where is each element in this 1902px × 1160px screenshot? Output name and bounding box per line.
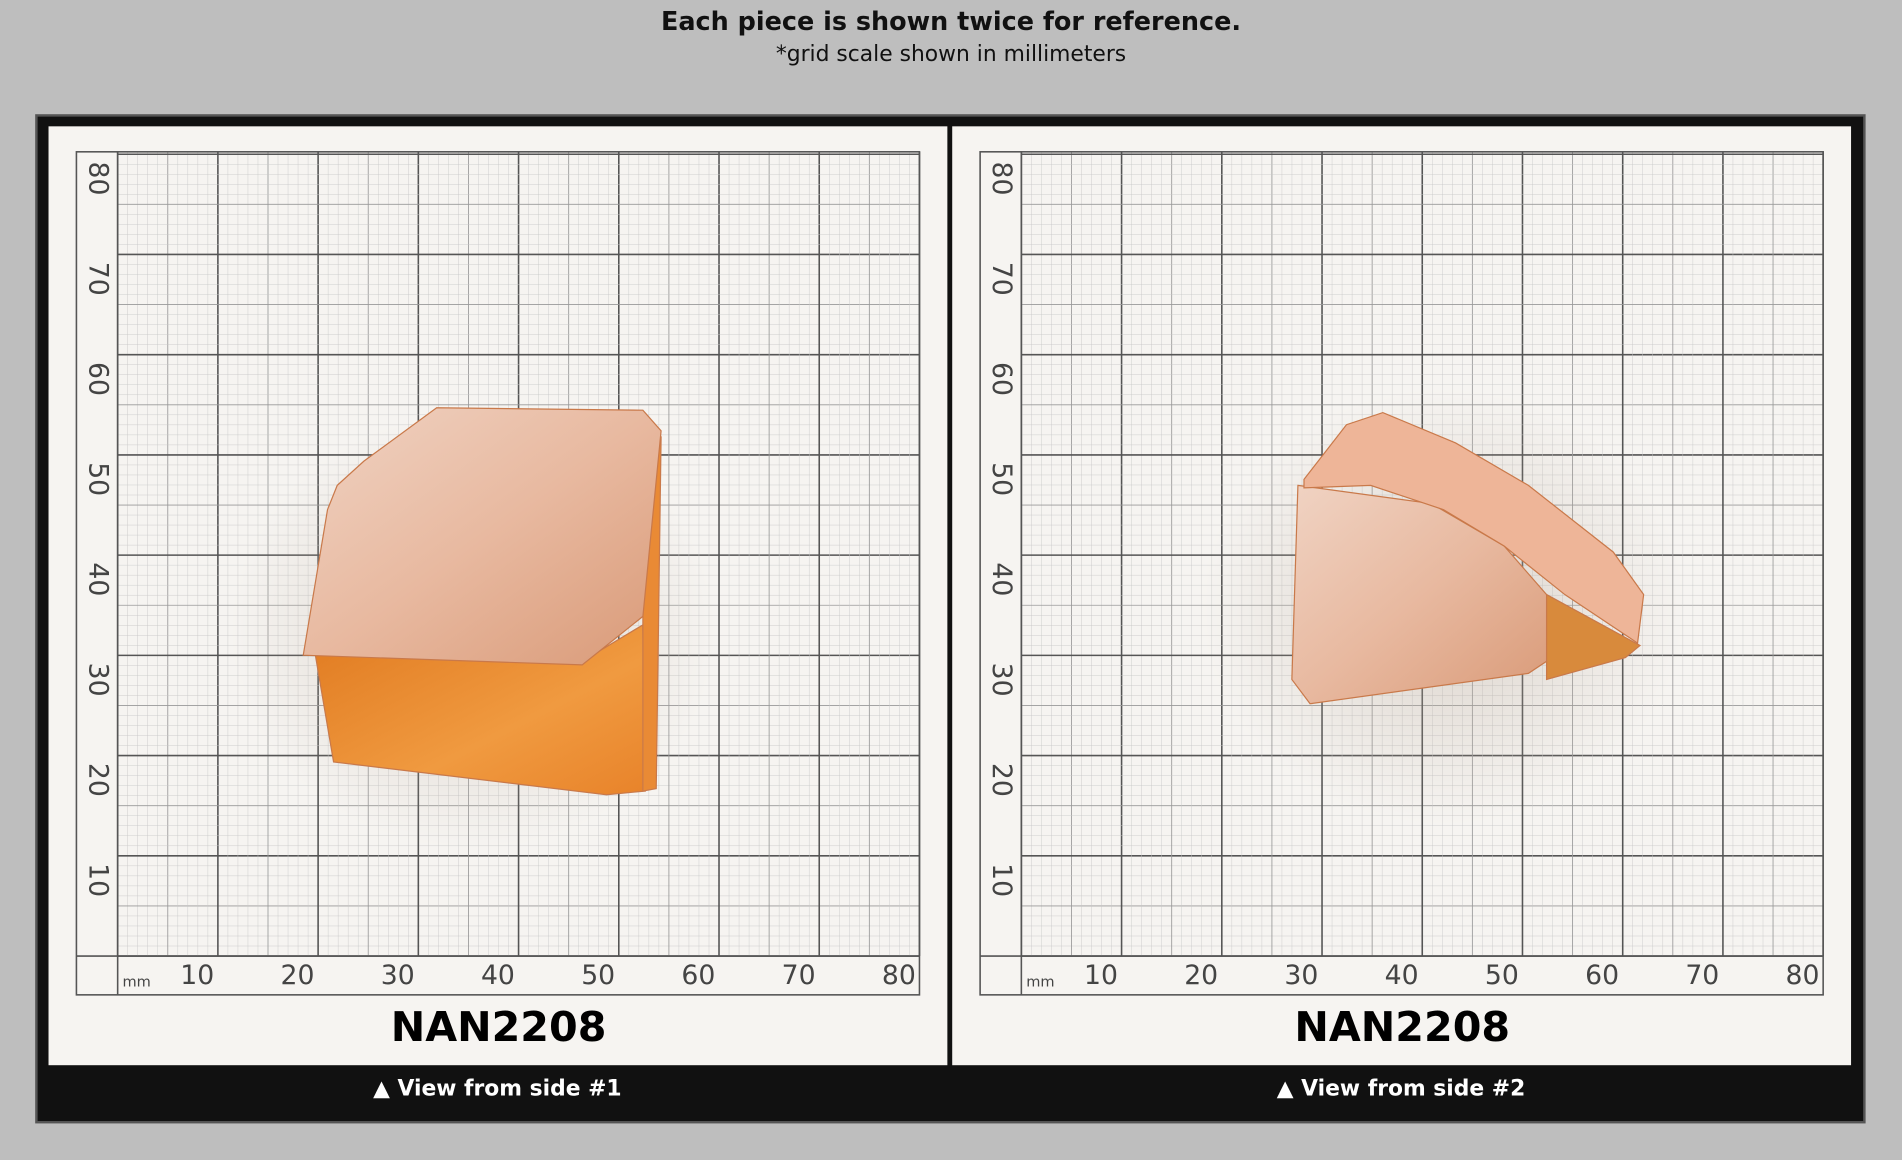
stone <box>1545 593 1642 681</box>
panel: mm 10 10 20 20 30 30 40 40 50 50 60 60 70 70 80 80 NAN220… <box>48 126 948 1101</box>
x-scale-label: 30 <box>1284 960 1318 991</box>
x-scale-label: 60 <box>681 960 715 991</box>
stone <box>1303 411 1645 645</box>
unit-label: mm <box>123 974 151 991</box>
x-scale-label: 80 <box>882 960 916 991</box>
y-scale-label: 30 <box>83 663 114 697</box>
x-scale-label: 70 <box>782 960 816 991</box>
view-caption: ▲ View from side #1 <box>373 1076 622 1101</box>
title: Each piece is shown twice for reference. <box>661 7 1241 37</box>
y-scale-label: 60 <box>986 362 1017 396</box>
y-scale-label: 20 <box>986 763 1017 797</box>
x-scale-label: 10 <box>1084 960 1118 991</box>
y-scale-label: 60 <box>83 362 114 396</box>
grid-border <box>75 151 921 996</box>
y-scale-label: 80 <box>986 162 1017 196</box>
y-scale-label: 70 <box>83 262 114 296</box>
y-scale-label: 20 <box>83 763 114 797</box>
x-scale-label: 40 <box>1385 960 1419 991</box>
y-scale-label: 10 <box>986 863 1017 897</box>
x-scale-label: 20 <box>1184 960 1218 991</box>
grid-border <box>979 151 1824 996</box>
y-scale-label: 80 <box>83 162 114 196</box>
subtitle: *grid scale shown in millimeters <box>776 42 1126 67</box>
x-scale-label: 40 <box>481 960 515 991</box>
x-scale-label: 20 <box>281 960 315 991</box>
y-scale-label: 50 <box>986 462 1017 496</box>
y-scale-label: 40 <box>83 562 114 596</box>
panel: mm 10 10 20 20 30 30 40 40 50 50 60 60 70 70 80 80 NAN220… <box>952 126 1852 1101</box>
panels: mm 10 10 20 20 30 30 40 40 50 50 60 60 70 70 80 80 NAN220… <box>48 126 1852 1101</box>
y-scale-label: 40 <box>986 562 1017 596</box>
x-scale-label: 70 <box>1685 960 1719 991</box>
y-scale-label: 70 <box>986 262 1017 296</box>
x-scale-label: 50 <box>1485 960 1519 991</box>
x-scale-label: 10 <box>180 960 214 991</box>
x-scale-label: 50 <box>581 960 615 991</box>
x-scale-label: 30 <box>381 960 415 991</box>
unit-label: mm <box>1026 974 1054 991</box>
piece-code: NAN2208 <box>1294 1003 1510 1051</box>
piece-code: NAN2208 <box>391 1003 607 1051</box>
stone <box>302 407 662 666</box>
y-scale-label: 10 <box>83 863 114 897</box>
x-scale-label: 80 <box>1786 960 1820 991</box>
x-scale-label: 60 <box>1585 960 1619 991</box>
y-scale-label: 30 <box>986 663 1017 697</box>
y-scale-label: 50 <box>83 462 114 496</box>
view-caption: ▲ View from side #2 <box>1277 1076 1526 1101</box>
